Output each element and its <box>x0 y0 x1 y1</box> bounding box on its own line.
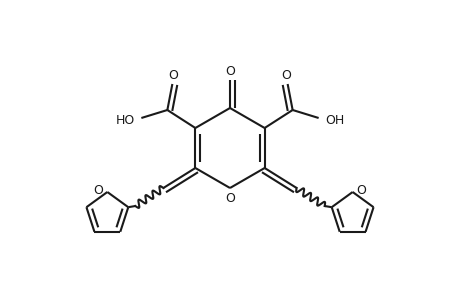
Text: O: O <box>168 68 178 82</box>
Text: OH: OH <box>325 113 343 127</box>
Text: O: O <box>224 64 235 77</box>
Text: O: O <box>224 191 235 205</box>
Text: O: O <box>281 68 291 82</box>
Text: HO: HO <box>116 113 134 127</box>
Text: O: O <box>356 184 366 197</box>
Text: O: O <box>93 184 103 197</box>
